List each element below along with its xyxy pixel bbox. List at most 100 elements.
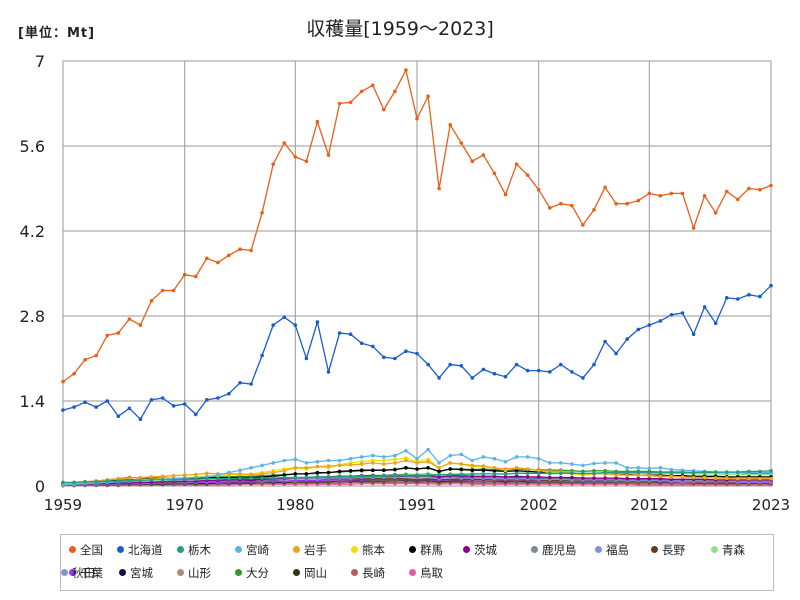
data-point-3 [404,449,408,453]
legend-item: 熊本 [351,543,385,557]
data-point-1 [371,344,375,349]
data-point-1 [736,297,740,301]
legend-marker [61,569,68,576]
legend-item: 長野 [651,543,685,557]
data-point-7 [625,476,629,481]
data-point-1 [448,362,453,367]
data-point-0 [315,119,320,124]
data-point-2 [647,470,652,475]
y-tick-label: 2.8 [20,307,45,326]
data-point-2 [448,472,453,477]
data-point-3 [503,459,508,464]
data-point-7 [525,475,530,479]
legend-item: 千葉 [69,566,103,580]
data-point-2 [570,471,574,476]
y-tick-label: 4.2 [20,222,45,241]
legend-label: 鹿児島 [542,543,577,557]
data-point-0 [514,162,519,166]
data-point-6 [492,469,497,473]
data-point-0 [669,191,674,196]
legend-marker [711,546,718,553]
legend-label: 北海道 [128,543,163,557]
data-point-1 [691,332,696,337]
data-point-1 [404,349,408,354]
legend-marker [117,546,124,553]
legend-marker [69,546,76,553]
data-point-2 [658,470,663,475]
data-point-0 [658,194,663,198]
data-point-4 [337,463,342,468]
data-point-2 [227,476,231,481]
legend-marker [651,546,658,553]
data-point-1 [171,404,176,408]
data-point-2 [216,476,220,481]
data-point-3 [415,456,419,461]
data-point-2 [625,470,629,475]
data-point-3 [625,466,629,470]
data-point-6 [437,469,441,474]
data-point-1 [625,337,629,341]
data-point-4 [713,476,718,480]
data-point-4 [514,466,519,470]
data-point-4 [326,464,331,468]
data-point-1 [747,293,751,297]
data-point-3 [592,461,596,466]
legend-label: 千葉 [80,566,103,580]
data-point-0 [61,379,65,384]
data-point-6 [448,467,453,471]
data-point-0 [72,371,76,376]
data-point-4 [359,462,364,466]
data-point-1 [592,362,596,367]
data-point-4 [282,469,287,473]
data-point-0 [625,201,629,206]
legend-label: 長野 [662,543,685,557]
data-point-4 [194,472,198,477]
data-point-6 [426,466,430,470]
data-point-2 [116,479,121,483]
legend-item: 全国 [69,543,103,557]
data-point-0 [205,256,209,261]
data-point-1 [293,323,298,327]
data-point-0 [138,323,143,327]
data-point-3 [238,468,242,473]
data-point-3 [282,458,287,463]
data-point-0 [83,357,87,362]
data-point-7 [614,476,618,480]
data-point-0 [592,208,596,212]
legend-marker [177,546,184,553]
data-point-0 [393,89,397,94]
data-point-1 [559,362,563,367]
legend-item: 北海道 [117,543,163,557]
data-point-2 [713,470,718,474]
data-point-1 [548,370,552,374]
data-point-4 [138,475,143,480]
data-point-0 [647,191,652,196]
x-tick-label: 1959 [44,496,82,514]
data-point-1 [149,398,154,402]
legend-marker [463,546,470,553]
legend-label: 福島 [606,543,629,557]
data-point-2 [680,470,685,475]
data-point-0 [359,89,364,94]
data-point-1 [359,341,364,346]
data-point-0 [249,248,253,253]
data-point-2 [249,476,253,480]
data-point-3 [570,462,574,466]
data-point-4 [149,475,154,479]
legend-label: 青森 [722,543,745,557]
legend-label: 鳥取 [420,566,443,580]
data-point-0 [636,198,641,203]
data-point-1 [127,406,132,411]
data-point-0 [492,171,497,176]
legend-item: 福島 [595,543,629,557]
data-point-4 [658,474,663,479]
legend-label: 山形 [188,566,211,580]
data-point-4 [525,467,530,471]
data-point-2 [415,473,419,477]
data-point-1 [492,371,497,376]
data-point-7 [548,475,552,480]
data-point-2 [182,477,187,482]
data-point-1 [72,405,76,409]
data-point-2 [326,475,331,479]
